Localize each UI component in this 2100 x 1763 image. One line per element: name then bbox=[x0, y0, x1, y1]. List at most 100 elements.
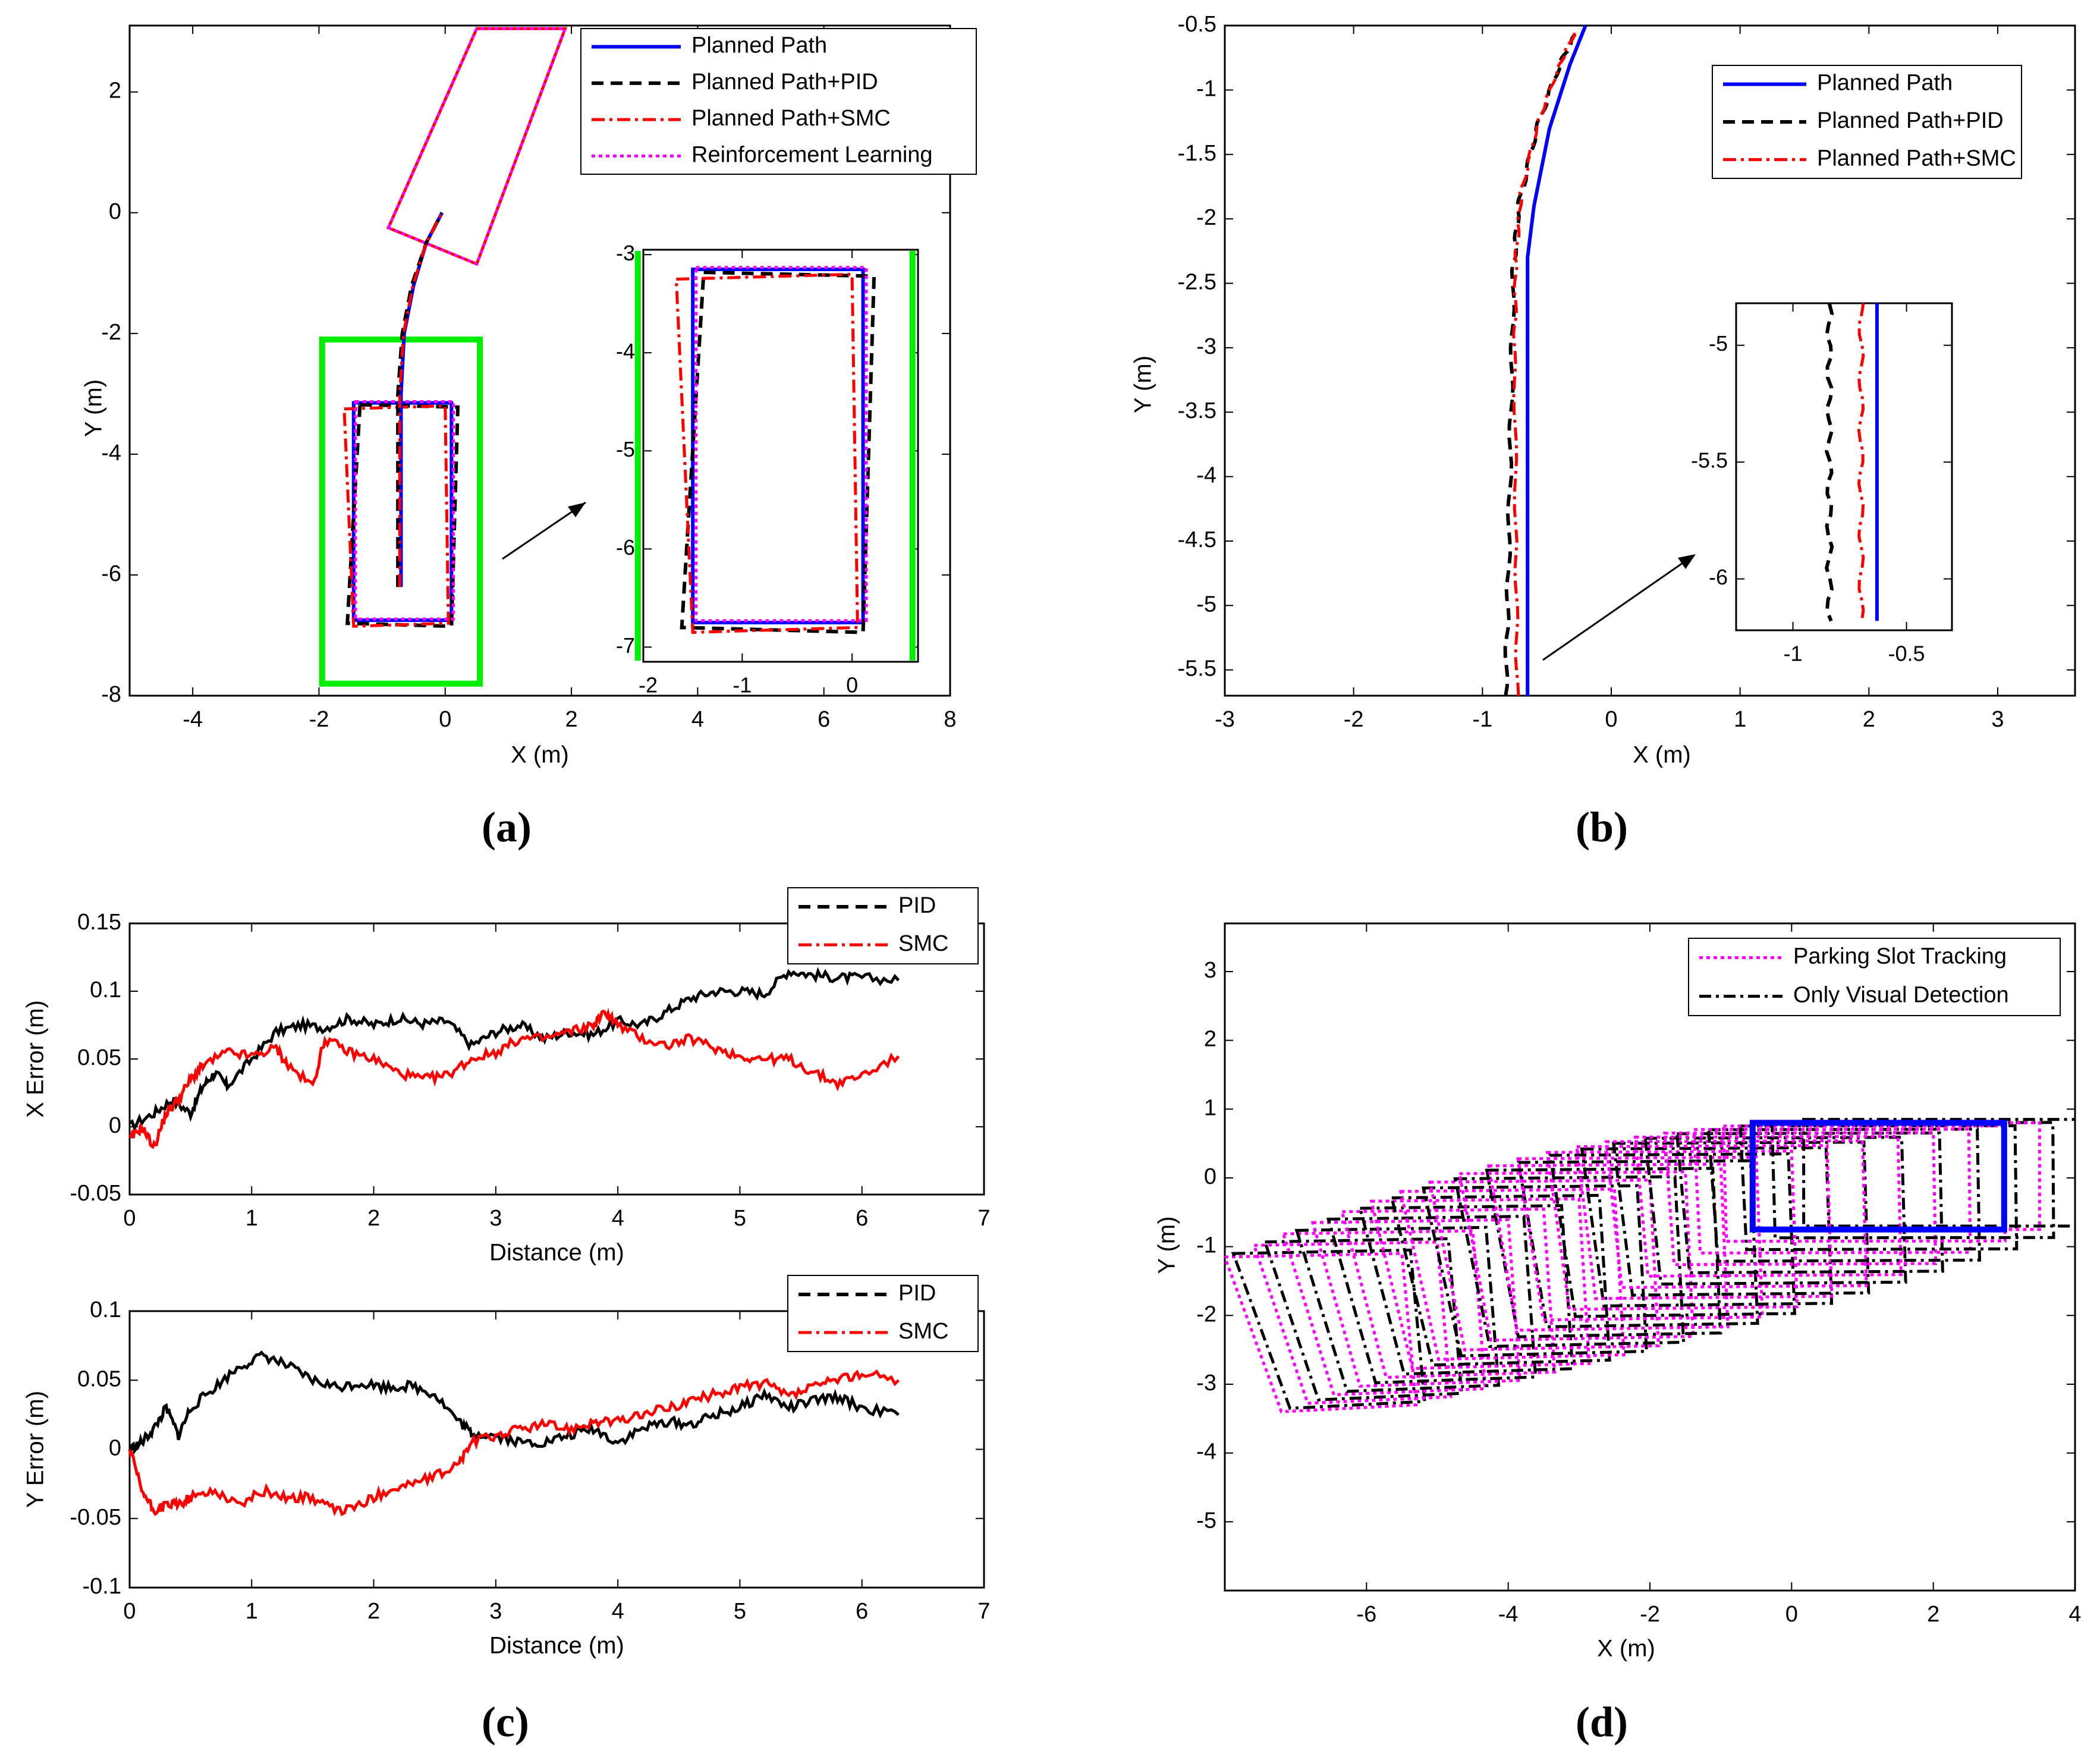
chart-d-tracking-box bbox=[1340, 1207, 1557, 1379]
chart-c2-xtick-label: 6 bbox=[856, 1599, 868, 1624]
chart-b-xtick-label: -2 bbox=[1344, 707, 1364, 732]
chart-a-xtick-label: 6 bbox=[818, 707, 830, 732]
chart-c1-ytick-label: 0.05 bbox=[77, 1045, 121, 1070]
chart-d-xtick-label: -6 bbox=[1356, 1602, 1376, 1627]
chart-b-ytick-label: -1.5 bbox=[1178, 141, 1216, 166]
chart-b-legend-label: Planned Path+PID bbox=[1817, 108, 2004, 133]
chart-d-tracking-box bbox=[1428, 1179, 1661, 1352]
chart-d-tracking-box bbox=[1575, 1144, 1834, 1300]
chart-d-tracking-box bbox=[1633, 1135, 1903, 1278]
chart-c2-ytick-label: 0.05 bbox=[77, 1366, 121, 1391]
chart-c2-xtick-label: 1 bbox=[246, 1599, 258, 1624]
chart-b-xtick-label: 0 bbox=[1605, 707, 1617, 732]
chart-d-frame bbox=[1224, 922, 2076, 1592]
chart-d-tracking-box bbox=[1486, 1162, 1730, 1332]
chart-c1-legend-box bbox=[787, 887, 979, 964]
chart-d-visual-box bbox=[1548, 1152, 1796, 1318]
chart-c2-ylabel: Y Error (m) bbox=[23, 1391, 49, 1508]
chart-c1-ytick-label: -0.05 bbox=[70, 1181, 121, 1206]
chart-b-xlabel: X (m) bbox=[1633, 742, 1691, 768]
chart-d-tracking-box bbox=[1398, 1187, 1626, 1361]
chart-a-inset-xtick-label: -2 bbox=[639, 673, 658, 697]
chart-b-ytick-label: -4 bbox=[1196, 463, 1216, 488]
caption-c: (c) bbox=[482, 1698, 529, 1746]
chart-c2-xtick-label: 3 bbox=[489, 1599, 502, 1624]
chart-c2-legend-label: SMC bbox=[898, 1319, 948, 1344]
chart-a-inset-xtick-label: 0 bbox=[846, 673, 858, 697]
chart-c1-series-pid bbox=[128, 967, 900, 1132]
chart-c1-xtick-label: 5 bbox=[734, 1206, 746, 1231]
chart-d-xtick-label: 4 bbox=[2068, 1602, 2081, 1627]
chart-c2-xlabel: Distance (m) bbox=[489, 1633, 624, 1659]
chart-a-inset-pid-box bbox=[680, 270, 876, 634]
chart-c1-ytick-label: 0.1 bbox=[90, 978, 121, 1003]
chart-c2-legend-box bbox=[787, 1275, 979, 1352]
chart-a-ytick-label: -6 bbox=[101, 561, 121, 586]
chart-c2-frame bbox=[128, 1310, 985, 1589]
chart-a-legend-box bbox=[580, 28, 977, 175]
chart-b-pid-path bbox=[1503, 27, 1582, 696]
chart-c1-legend-label: PID bbox=[898, 893, 936, 918]
chart-c2-legend-label: PID bbox=[898, 1281, 936, 1306]
chart-a-ytick-label: -4 bbox=[101, 441, 121, 466]
chart-a-xtick-label: 0 bbox=[439, 707, 451, 732]
chart-d-ytick-label: -5 bbox=[1196, 1508, 1216, 1533]
chart-a-ytick-label: 0 bbox=[109, 199, 121, 224]
chart-d-xlabel: X (m) bbox=[1597, 1636, 1655, 1662]
chart-a-ytick-label: -8 bbox=[101, 682, 121, 707]
chart-c1-series-smc bbox=[128, 1007, 900, 1149]
chart-a-rl-box bbox=[354, 400, 455, 621]
chart-a-smc-path bbox=[398, 212, 444, 587]
chart-b-ytick-label: -4.5 bbox=[1178, 527, 1216, 552]
chart-c1-ytick-label: 0 bbox=[109, 1113, 121, 1138]
chart-a-legend-label: Planned Path+PID bbox=[691, 70, 878, 95]
chart-a-vehicle-box-rl bbox=[386, 27, 568, 266]
chart-b-xtick-label: -1 bbox=[1472, 707, 1492, 732]
chart-d-visual-box bbox=[1739, 1124, 2019, 1252]
chart-d-visual-box bbox=[1389, 1193, 1611, 1367]
chart-a-inset-xtick-label: -1 bbox=[733, 673, 752, 697]
chart-b-arrow-head bbox=[1678, 554, 1696, 569]
chart-b-inset-ytick-label: -6 bbox=[1709, 565, 1728, 589]
chart-d-ytick-label: -1 bbox=[1196, 1233, 1216, 1258]
chart-a-xtick-label: 2 bbox=[565, 707, 578, 732]
chart-d-tracking-box bbox=[1225, 1252, 1418, 1413]
chart-a-ylabel: Y (m) bbox=[81, 379, 107, 437]
chart-d-tracking-box bbox=[1310, 1218, 1522, 1388]
chart-b-ytick-label: -2.5 bbox=[1178, 269, 1216, 294]
chart-b-inset-ytick-label: -5.5 bbox=[1691, 448, 1728, 473]
chart-c2-xtick-label: 7 bbox=[977, 1599, 990, 1624]
chart-c1-xtick-label: 7 bbox=[977, 1206, 990, 1231]
chart-b-ytick-label: -5.5 bbox=[1178, 656, 1216, 681]
chart-d-visual-box bbox=[1770, 1121, 2055, 1240]
chart-b-inset-smc bbox=[1857, 303, 1865, 621]
chart-d-ytick-label: 3 bbox=[1204, 958, 1216, 983]
chart-c1-xlabel: Distance (m) bbox=[489, 1240, 624, 1266]
chart-d-xtick-label: -2 bbox=[1640, 1602, 1660, 1627]
chart-d-xtick-label: -4 bbox=[1498, 1602, 1519, 1627]
chart-d-tracking-box bbox=[1663, 1131, 1938, 1267]
chart-d-tracking-box bbox=[1252, 1240, 1453, 1405]
chart-d-ytick-label: -4 bbox=[1196, 1440, 1216, 1465]
chart-d-tracking-box bbox=[1369, 1197, 1591, 1371]
chart-a-xlabel: X (m) bbox=[511, 742, 569, 768]
chart-a-legend-label: Planned Path+SMC bbox=[691, 106, 891, 131]
chart-b-ylabel: Y (m) bbox=[1130, 356, 1156, 413]
chart-c2-ytick-label: -0.05 bbox=[70, 1505, 121, 1530]
chart-d-tracking-box bbox=[1604, 1139, 1868, 1289]
chart-d-visual-box bbox=[1326, 1215, 1538, 1385]
chart-a-xtick-label: -2 bbox=[309, 707, 329, 732]
chart-b-inset-xtick-label: -1 bbox=[1784, 642, 1803, 666]
chart-a-slot-rect bbox=[319, 337, 483, 687]
caption-d: (d) bbox=[1576, 1698, 1628, 1746]
chart-c1-xtick-label: 4 bbox=[612, 1206, 624, 1231]
chart-a-legend-label: Planned Path bbox=[691, 33, 827, 58]
chart-b-ytick-label: -2 bbox=[1196, 205, 1216, 230]
chart-d-plot-group bbox=[1225, 1118, 2075, 1413]
chart-b-inset-frame bbox=[1735, 302, 1953, 631]
chart-d-visual-box bbox=[1358, 1204, 1574, 1376]
chart-c2-xtick-label: 4 bbox=[612, 1599, 624, 1624]
chart-a-inset-ytick-label: -3 bbox=[616, 241, 635, 265]
chart-a-xtick-label: 4 bbox=[691, 707, 704, 732]
chart-b-arrow-line bbox=[1542, 558, 1689, 661]
